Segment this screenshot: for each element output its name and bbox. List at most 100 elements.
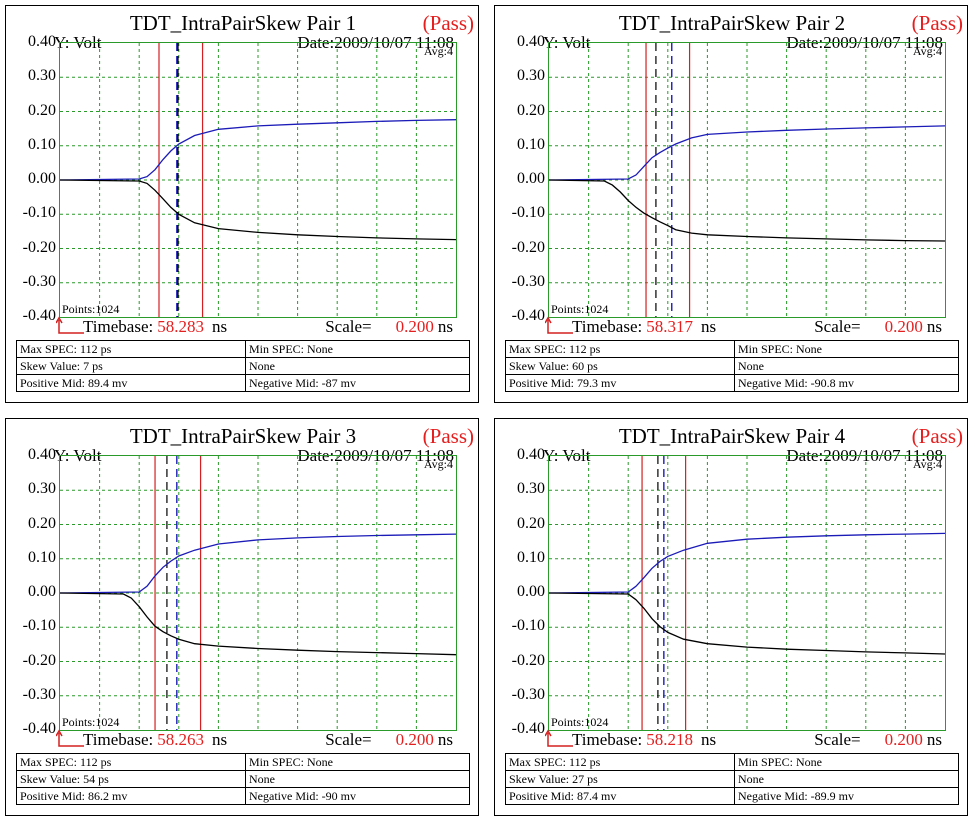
table-cell: None	[734, 357, 959, 375]
timebase-readout: Timebase: 58.283 ns	[83, 316, 227, 338]
arrow-head	[56, 316, 63, 324]
plot-area: Avg:4 Points:1024	[59, 455, 457, 731]
points-label: Points:1024	[551, 715, 609, 729]
y-tick-label: 0.20	[28, 514, 56, 532]
table-cell: Max SPEC: 112 ps	[16, 753, 246, 771]
timebase-value: 58.263	[157, 730, 204, 749]
y-tick-label: -0.10	[511, 204, 545, 222]
arrow-head	[56, 729, 63, 737]
pass-status: (Pass)	[911, 11, 963, 35]
chart-panel: TDT_IntraPairSkew Pair 2 (Pass) Y: Volt Dat…	[494, 5, 968, 403]
negative-waveform	[549, 592, 945, 655]
scale-value: 0.200	[884, 317, 923, 336]
y-tick-label: -0.10	[22, 617, 56, 635]
table-cell: Positive Mid: 87.4 mv	[505, 787, 735, 805]
table-cell: Positive Mid: 79.3 mv	[505, 374, 735, 392]
y-tick-label: -0.10	[22, 204, 56, 222]
table-row: Max SPEC: 112 ps Min SPEC: None	[16, 340, 470, 358]
timebase-readout: Timebase: 58.218 ns	[572, 729, 716, 751]
timebase-unit: ns	[211, 317, 228, 336]
y-tick-label: -0.40	[22, 720, 56, 737]
table-cell: Skew Value: 54 ps	[16, 770, 246, 788]
y-tick-label: 0.30	[517, 67, 545, 85]
arrow-stem	[547, 733, 573, 747]
table-cell: Max SPEC: 112 ps	[16, 340, 246, 358]
table-cell: Positive Mid: 86.2 mv	[16, 787, 246, 805]
table-cell: Negative Mid: -87 mv	[245, 374, 470, 392]
points-label: Points:1024	[62, 715, 120, 729]
timebase-readout: Timebase: 58.317 ns	[572, 316, 716, 338]
timebase-label: Timebase:	[572, 317, 643, 336]
timebase-value: 58.283	[157, 317, 204, 336]
table-cell: Min SPEC: None	[734, 753, 959, 771]
y-tick-label: -0.20	[22, 651, 56, 669]
table-cell: Negative Mid: -90.8 mv	[734, 374, 959, 392]
table-row: Skew Value: 27 ps None	[505, 770, 959, 788]
scale-value: 0.200	[395, 730, 434, 749]
arrow-stem	[547, 320, 573, 334]
y-tick-label: 0.40	[517, 33, 545, 50]
negative-waveform	[60, 592, 456, 656]
y-tick-label: 0.10	[28, 548, 56, 566]
y-tick-label: -0.40	[511, 307, 545, 324]
return-arrow-icon[interactable]	[545, 312, 575, 336]
y-tick-label: -0.30	[511, 685, 545, 703]
positive-waveform	[549, 532, 945, 594]
arrow-stem	[58, 733, 84, 747]
timebase-unit: ns	[700, 730, 717, 749]
timebase-value: 58.218	[646, 730, 693, 749]
negative-waveform	[60, 179, 456, 241]
y-tick-label: 0.00	[28, 170, 56, 187]
positive-waveform	[60, 533, 456, 594]
scale-unit: ns	[926, 730, 942, 749]
y-tick-label: 0.20	[517, 514, 545, 532]
return-arrow-icon[interactable]	[56, 725, 86, 749]
scale-readout: Scale= 0.200 ns	[814, 729, 942, 751]
positive-waveform	[549, 125, 945, 181]
pass-status: (Pass)	[422, 424, 474, 448]
chart-title: TDT_IntraPairSkew Pair 1	[129, 11, 357, 35]
y-tick-label: 0.30	[28, 480, 56, 498]
return-arrow-icon[interactable]	[56, 312, 86, 336]
waveform-svg	[60, 43, 456, 317]
scale-label: Scale=	[814, 317, 861, 336]
scale-value: 0.200	[884, 730, 923, 749]
plot-area: Avg:4 Points:1024	[548, 42, 946, 318]
table-cell: Positive Mid: 89.4 mv	[16, 374, 246, 392]
chart-title: TDT_IntraPairSkew Pair 3	[129, 424, 357, 448]
measurement-table: Max SPEC: 112 ps Min SPEC: None Skew Value…	[16, 753, 470, 805]
positive-waveform	[60, 119, 456, 181]
scale-readout: Scale= 0.200 ns	[814, 316, 942, 338]
scale-label: Scale=	[325, 317, 372, 336]
table-cell: Skew Value: 27 ps	[505, 770, 735, 788]
y-tick-label: 0.40	[28, 446, 56, 463]
measurement-table: Max SPEC: 112 ps Min SPEC: None Skew Value…	[505, 340, 959, 392]
points-label: Points:1024	[62, 302, 120, 316]
y-tick-label: 0.00	[517, 583, 545, 600]
y-tick-label: -0.20	[22, 238, 56, 256]
avg-label: Avg:4	[423, 44, 453, 58]
y-tick-label: 0.00	[28, 583, 56, 600]
chart-title: TDT_IntraPairSkew Pair 4	[618, 424, 846, 448]
timebase-label: Timebase:	[83, 317, 154, 336]
timebase-unit: ns	[211, 730, 228, 749]
waveform-svg	[549, 456, 945, 730]
avg-label: Avg:4	[912, 44, 942, 58]
avg-label: Avg:4	[423, 457, 453, 471]
measurement-table: Max SPEC: 112 ps Min SPEC: None Skew Value…	[505, 753, 959, 805]
table-cell: Negative Mid: -89.9 mv	[734, 787, 959, 805]
y-tick-label: 0.40	[28, 33, 56, 50]
timebase-label: Timebase:	[572, 730, 643, 749]
chart-panel: TDT_IntraPairSkew Pair 3 (Pass) Y: Volt Dat…	[5, 418, 479, 816]
table-cell: None	[245, 357, 470, 375]
chart-panel: TDT_IntraPairSkew Pair 4 (Pass) Y: Volt Dat…	[494, 418, 968, 816]
points-label: Points:1024	[551, 302, 609, 316]
y-tick-label: -0.40	[511, 720, 545, 737]
table-cell: Min SPEC: None	[245, 340, 470, 358]
table-cell: None	[734, 770, 959, 788]
table-cell: Skew Value: 7 ps	[16, 357, 246, 375]
table-row: Skew Value: 60 ps None	[505, 357, 959, 375]
table-row: Skew Value: 7 ps None	[16, 357, 470, 375]
return-arrow-icon[interactable]	[545, 725, 575, 749]
timebase-readout: Timebase: 58.263 ns	[83, 729, 227, 751]
